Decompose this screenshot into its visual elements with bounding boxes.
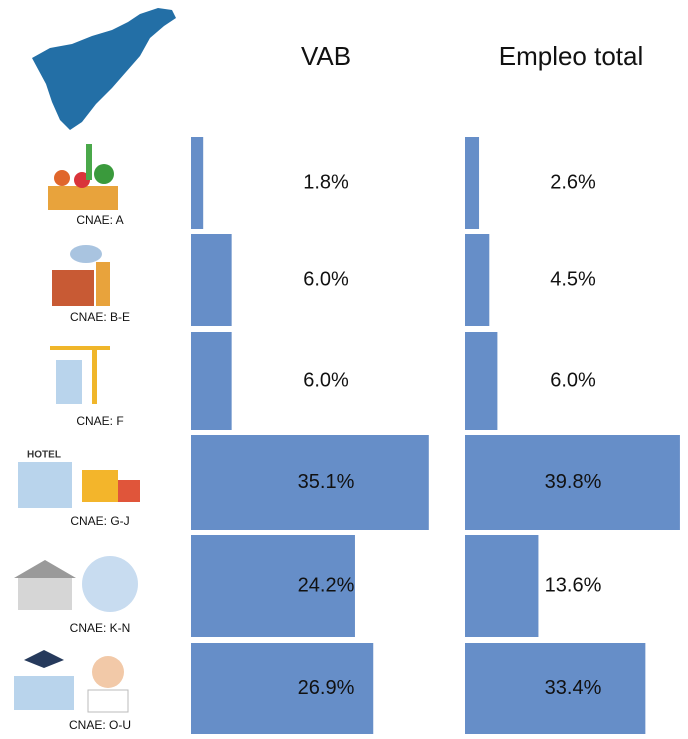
island-map [32, 8, 176, 130]
icon-smoke [70, 245, 102, 263]
bar [191, 435, 429, 530]
icon-cap [24, 650, 64, 668]
icon-veg [54, 170, 70, 186]
value-label: 2.6% [550, 171, 596, 193]
bar [465, 643, 646, 734]
bar [191, 535, 355, 637]
legend-label: Empleo total [499, 41, 644, 71]
value-label: 1.8% [303, 171, 349, 193]
value-label: 6.0% [303, 268, 349, 290]
icon-crate [48, 186, 118, 210]
icon-hotel [18, 462, 72, 508]
icon-crane [92, 346, 97, 404]
value-label: 39.8% [545, 471, 602, 493]
category-label: CNAE: F [76, 414, 123, 428]
category-label: CNAE: B-E [70, 310, 130, 324]
icon-nurse [87, 689, 129, 713]
icon-veg [94, 164, 114, 184]
icon-factory [52, 270, 94, 306]
category-label: CNAE: A [76, 213, 123, 227]
bar [191, 332, 232, 430]
icon-school [14, 676, 74, 710]
value-label: 13.6% [545, 574, 602, 596]
category-label: CNAE: K-N [70, 621, 131, 635]
icon-truck [118, 480, 140, 502]
bar [191, 643, 374, 734]
bar [465, 332, 498, 430]
bar [465, 234, 490, 326]
icon-crane [50, 346, 110, 350]
category-label: CNAE: G-J [70, 514, 129, 528]
icon-nurse [92, 656, 124, 688]
value-label: 4.5% [550, 268, 596, 290]
icon-building [56, 360, 82, 404]
category-label: CNAE: O-U [69, 718, 131, 732]
value-label: 6.0% [303, 369, 349, 391]
icon-bank [18, 576, 72, 610]
value-label: 6.0% [550, 369, 596, 391]
value-label: 35.1% [298, 471, 355, 493]
value-label: 26.9% [298, 677, 355, 699]
icons: HOTEL [14, 144, 140, 713]
icon-factory [96, 262, 110, 306]
value-label: 24.2% [298, 574, 355, 596]
icon-doctor [82, 556, 138, 612]
legend-label: VAB [301, 41, 351, 71]
bar [191, 234, 232, 326]
value-label: 33.4% [545, 677, 602, 699]
icon-hotel-sign: HOTEL [27, 450, 61, 461]
bar [191, 137, 204, 229]
icon-veg [86, 144, 92, 180]
bar [465, 435, 680, 530]
icon-truck [82, 470, 118, 502]
icon-bank [14, 560, 76, 578]
bar [465, 535, 539, 637]
bar [465, 137, 480, 229]
